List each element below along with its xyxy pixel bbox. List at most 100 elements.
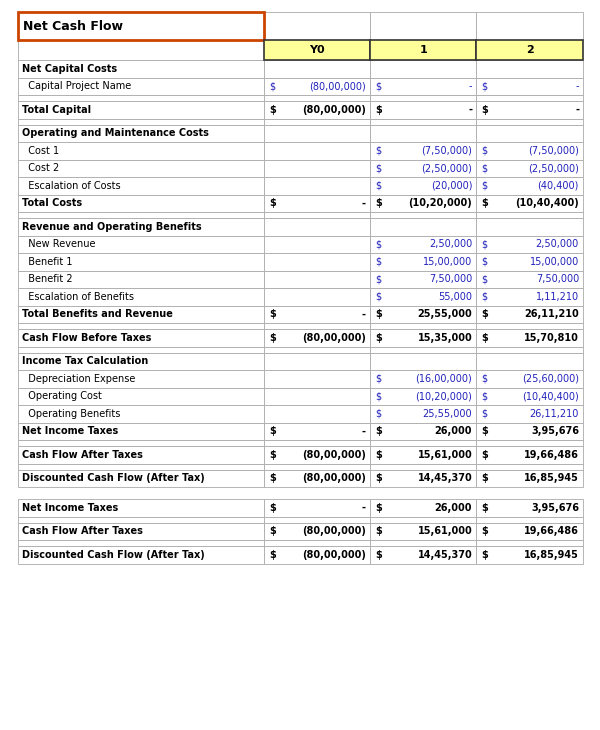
Bar [476, 405, 583, 423]
Bar [370, 353, 476, 370]
Text: Benefit 1: Benefit 1 [22, 257, 73, 266]
Bar [476, 517, 583, 523]
Text: $: $ [269, 81, 275, 91]
Text: Cash Flow After Taxes: Cash Flow After Taxes [22, 526, 143, 537]
Bar [370, 523, 476, 540]
Bar [264, 440, 370, 446]
Text: $: $ [481, 292, 487, 301]
Text: -: - [575, 104, 579, 115]
Text: Total Costs: Total Costs [22, 199, 82, 208]
Bar [476, 347, 583, 353]
Text: (80,00,000): (80,00,000) [302, 450, 366, 460]
Bar [18, 271, 264, 288]
Bar [264, 370, 370, 388]
Bar [18, 388, 264, 405]
Bar [18, 142, 264, 159]
Bar [370, 288, 476, 305]
Text: 25,55,000: 25,55,000 [422, 409, 472, 419]
Bar [264, 329, 370, 347]
Text: (2,50,000): (2,50,000) [528, 164, 579, 173]
Bar [476, 77, 583, 95]
Text: (80,00,000): (80,00,000) [302, 526, 366, 537]
Text: 2: 2 [526, 45, 533, 55]
Bar [18, 347, 264, 353]
Bar [476, 388, 583, 405]
Bar [476, 370, 583, 388]
Text: $: $ [269, 450, 275, 460]
Bar [370, 12, 476, 40]
Text: $: $ [481, 199, 488, 208]
Bar [476, 125, 583, 142]
Text: (10,20,000): (10,20,000) [409, 199, 472, 208]
Text: 19,66,486: 19,66,486 [524, 450, 579, 460]
Bar [18, 353, 264, 370]
Bar [370, 440, 476, 446]
Text: Capital Project Name: Capital Project Name [22, 81, 131, 91]
Text: 26,000: 26,000 [435, 503, 472, 512]
Bar [18, 125, 264, 142]
Bar [370, 95, 476, 101]
Bar [18, 517, 264, 523]
Bar [476, 323, 583, 329]
Bar [264, 517, 370, 523]
Text: Net Cash Flow: Net Cash Flow [23, 20, 123, 33]
Text: $: $ [375, 473, 382, 483]
Bar [476, 469, 583, 487]
Bar [264, 405, 370, 423]
Text: $: $ [269, 503, 275, 512]
Bar [476, 60, 583, 77]
Text: $: $ [269, 473, 275, 483]
Bar [476, 499, 583, 517]
Text: $: $ [481, 310, 488, 319]
Text: 15,61,000: 15,61,000 [418, 450, 472, 460]
Bar [264, 323, 370, 329]
Bar [18, 77, 264, 95]
Text: Benefit 2: Benefit 2 [22, 274, 73, 284]
Bar [370, 218, 476, 236]
Bar [370, 388, 476, 405]
Text: -: - [468, 104, 472, 115]
Bar [370, 271, 476, 288]
Text: 26,000: 26,000 [435, 426, 472, 437]
Text: $: $ [375, 274, 381, 284]
Bar [370, 517, 476, 523]
Bar [370, 77, 476, 95]
Text: (10,40,400): (10,40,400) [515, 199, 579, 208]
Text: $: $ [375, 181, 381, 191]
Text: Revenue and Operating Benefits: Revenue and Operating Benefits [22, 222, 202, 231]
Bar [476, 546, 583, 564]
Bar [264, 218, 370, 236]
Bar [476, 540, 583, 546]
Bar [476, 12, 583, 40]
Bar [476, 253, 583, 271]
Bar [476, 329, 583, 347]
Bar [264, 305, 370, 323]
Bar [264, 288, 370, 305]
Text: $: $ [481, 257, 487, 266]
Bar [18, 177, 264, 194]
Text: 15,00,000: 15,00,000 [530, 257, 579, 266]
Bar [370, 101, 476, 118]
Text: -: - [362, 503, 366, 512]
Bar [370, 423, 476, 440]
Bar [18, 323, 264, 329]
Bar [476, 95, 583, 101]
Bar [18, 236, 264, 253]
Text: $: $ [375, 257, 381, 266]
Text: $: $ [481, 409, 487, 419]
Text: Y0: Y0 [309, 45, 325, 55]
Text: $: $ [481, 391, 487, 402]
Text: Escalation of Costs: Escalation of Costs [22, 181, 121, 191]
Text: 14,45,370: 14,45,370 [418, 473, 472, 483]
Text: 2,50,000: 2,50,000 [429, 239, 472, 249]
Bar [476, 118, 583, 125]
Bar [264, 540, 370, 546]
Bar [18, 440, 264, 446]
Bar [18, 12, 264, 40]
Bar [18, 446, 264, 464]
Text: -: - [362, 199, 366, 208]
Bar [264, 469, 370, 487]
Bar [264, 523, 370, 540]
Text: Cash Flow Before Taxes: Cash Flow Before Taxes [22, 333, 151, 343]
Text: Depreciation Expense: Depreciation Expense [22, 374, 136, 384]
